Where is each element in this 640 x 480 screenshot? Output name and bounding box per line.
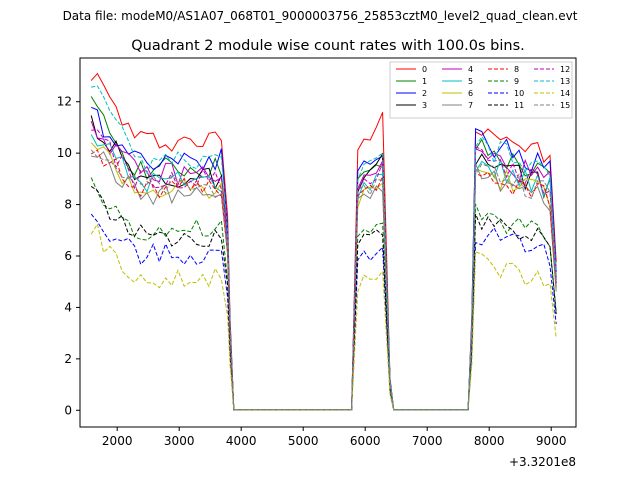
x-tick-label: 8000 xyxy=(474,434,505,448)
y-tick-label: 12 xyxy=(57,95,72,109)
x-axis: 2000 3000 4000 5000 6000 7000 8000 9000 xyxy=(102,427,567,448)
x-axis-offset-label: +3.3201e8 xyxy=(509,455,576,469)
legend-label-3: 3 xyxy=(422,101,427,110)
y-tick-label: 8 xyxy=(64,198,72,212)
x-tick-label: 3000 xyxy=(164,434,195,448)
series-line-14 xyxy=(90,222,557,411)
x-tick-label: 7000 xyxy=(412,434,443,448)
y-axis: 0 2 4 6 8 10 12 xyxy=(57,95,80,417)
y-tick-label: 10 xyxy=(57,146,72,160)
legend-label-14: 14 xyxy=(560,89,570,98)
series-layer xyxy=(90,72,557,411)
series-line-15 xyxy=(90,149,557,411)
x-tick-label: 6000 xyxy=(350,434,381,448)
plot-area: 2000 3000 4000 5000 6000 7000 8000 9000 0246810… xyxy=(57,57,577,448)
x-tick-label: 4000 xyxy=(226,434,257,448)
y-tick-label: 0 xyxy=(64,403,72,417)
y-tick-label: 6 xyxy=(64,249,72,263)
legend-label-1: 1 xyxy=(422,77,427,86)
data-file-label: Data file: modeM0/AS1A07_068T01_90000037… xyxy=(63,9,578,23)
axes-frame xyxy=(79,57,577,428)
legend-label-8: 8 xyxy=(514,65,519,74)
x-tick-label: 2000 xyxy=(102,434,133,448)
legend-frame xyxy=(389,61,573,119)
legend-label-7: 7 xyxy=(468,101,473,110)
legend-label-12: 12 xyxy=(560,65,570,74)
legend-label-5: 5 xyxy=(468,77,473,86)
legend-label-13: 13 xyxy=(560,77,570,86)
x-tick-label: 5000 xyxy=(288,434,319,448)
legend-label-9: 9 xyxy=(514,77,519,86)
x-tick-label: 9000 xyxy=(536,434,567,448)
legend-label-11: 11 xyxy=(514,101,524,110)
legend-label-6: 6 xyxy=(468,89,473,98)
legend-label-4: 4 xyxy=(468,65,473,74)
y-tick-label: 2 xyxy=(64,352,72,366)
legend-label-2: 2 xyxy=(422,89,427,98)
legend-label-0: 0 xyxy=(422,65,427,74)
legend-label-15: 15 xyxy=(560,101,570,110)
chart-title: Quadrant 2 module wise count rates with … xyxy=(131,38,525,54)
y-tick-label: 4 xyxy=(64,300,72,314)
legend-label-10: 10 xyxy=(514,89,524,98)
